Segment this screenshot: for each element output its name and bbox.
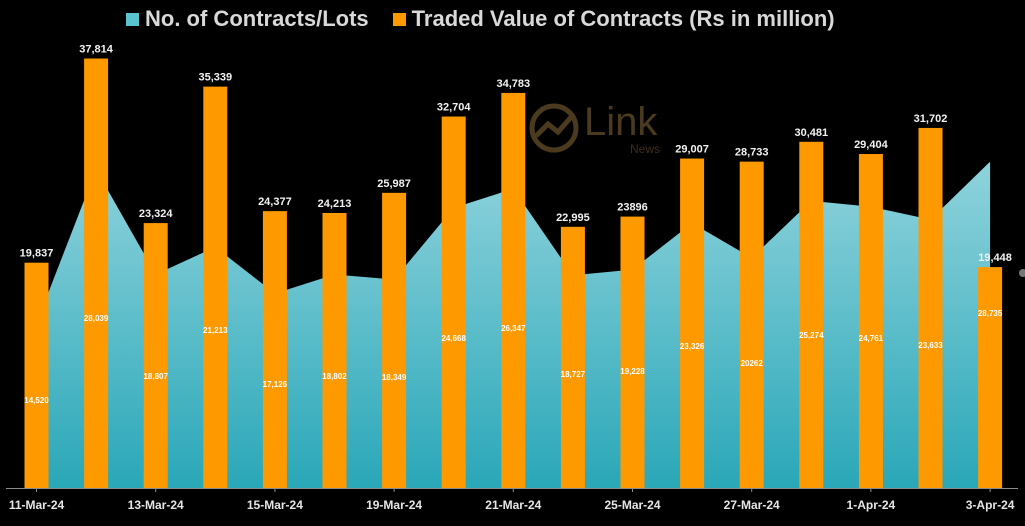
bar-traded-value	[918, 127, 943, 488]
legend-swatch-area	[126, 12, 139, 26]
area-data-label: 23,326	[680, 342, 705, 351]
legend: No. of Contracts/Lots Traded Value of Co…	[126, 6, 859, 32]
bar-traded-value	[143, 223, 168, 488]
area-data-label: 24,668	[441, 334, 466, 343]
area-data-label: 26,347	[501, 324, 526, 333]
bar-data-label: 30,481	[794, 127, 828, 139]
bar-data-label: 22,995	[556, 212, 590, 224]
area-data-label: 19,228	[620, 367, 645, 376]
bar-data-label: 34,783	[496, 78, 530, 90]
bar-traded-value	[441, 116, 466, 489]
bar-traded-value	[620, 216, 645, 489]
area-data-label: 25,274	[799, 331, 824, 340]
bar-data-label: 29,007	[675, 144, 709, 156]
x-tick-label: 21-Mar-24	[485, 498, 541, 512]
bar-data-label: 19,448	[978, 252, 1012, 264]
legend-swatch-bar	[392, 12, 406, 26]
area-data-label: 21,213	[203, 326, 228, 335]
bar-traded-value	[322, 212, 347, 488]
area-data-label: 14,520	[24, 396, 49, 405]
x-tick-label: 11-Mar-24	[9, 498, 65, 512]
bar-traded-value	[382, 192, 407, 488]
area-data-label: 24,761	[859, 334, 884, 343]
bar-traded-value	[501, 92, 526, 488]
bar-traded-value	[560, 226, 585, 489]
bar-traded-value	[24, 262, 49, 488]
bar-data-label: 23,324	[139, 208, 174, 220]
bar-traded-value	[203, 86, 228, 488]
bar-traded-value	[262, 211, 287, 488]
watermark-brand: Link	[584, 100, 658, 144]
x-tick-label: 19-Mar-24	[366, 498, 422, 512]
bar-traded-value	[858, 154, 883, 489]
x-tick-label: 15-Mar-24	[247, 498, 303, 512]
area-data-label: 23,633	[918, 341, 943, 350]
watermark-sub: News	[630, 142, 661, 156]
bar-data-label: 29,404	[854, 139, 889, 151]
x-tick-label: 3-Apr-24	[966, 498, 1015, 512]
x-tick-label: 13-Mar-24	[128, 498, 184, 512]
bar-data-label: 23896	[617, 202, 648, 214]
watermark-logo: Link News	[528, 98, 678, 160]
area-data-label: 17,126	[263, 380, 288, 389]
x-tick-label: 25-Mar-24	[604, 498, 660, 512]
bar-data-label: 24,213	[318, 198, 352, 210]
bar-traded-value	[799, 141, 824, 488]
bar-traded-value	[84, 58, 109, 488]
bar-traded-value	[739, 161, 764, 488]
area-data-label: 28,735	[978, 309, 1003, 318]
area-data-label: 18,349	[382, 373, 407, 382]
legend-item-contracts: No. of Contracts/Lots	[126, 6, 369, 32]
bar-data-label: 25,987	[377, 178, 411, 190]
bar-traded-value	[680, 158, 705, 488]
area-data-label: 18,727	[561, 370, 586, 379]
edge-marker	[1019, 269, 1025, 277]
bar-data-label: 19,837	[20, 248, 54, 260]
bar-data-label: 37,814	[79, 44, 114, 56]
area-data-label: 18,807	[143, 372, 168, 381]
watermark-icon	[529, 103, 579, 153]
area-data-label: 18,802	[322, 372, 347, 381]
bar-data-label: 28,733	[735, 147, 769, 159]
bar-data-label: 35,339	[198, 72, 232, 84]
bar-data-label: 24,377	[258, 196, 292, 208]
x-tick-label: 1-Apr-24	[847, 498, 896, 512]
bar-data-label: 31,702	[914, 113, 948, 125]
legend-label-contracts: No. of Contracts/Lots	[145, 6, 369, 31]
area-data-label: 28,039	[84, 314, 109, 323]
x-tick-label: 27-Mar-24	[724, 498, 780, 512]
legend-label-traded-value: Traded Value of Contracts (Rs in million…	[411, 6, 835, 31]
legend-item-traded-value: Traded Value of Contracts (Rs in million…	[392, 6, 835, 32]
bar-data-label: 32,704	[437, 102, 472, 114]
area-data-label: 20262	[741, 359, 764, 368]
bar-traded-value	[978, 267, 1003, 488]
